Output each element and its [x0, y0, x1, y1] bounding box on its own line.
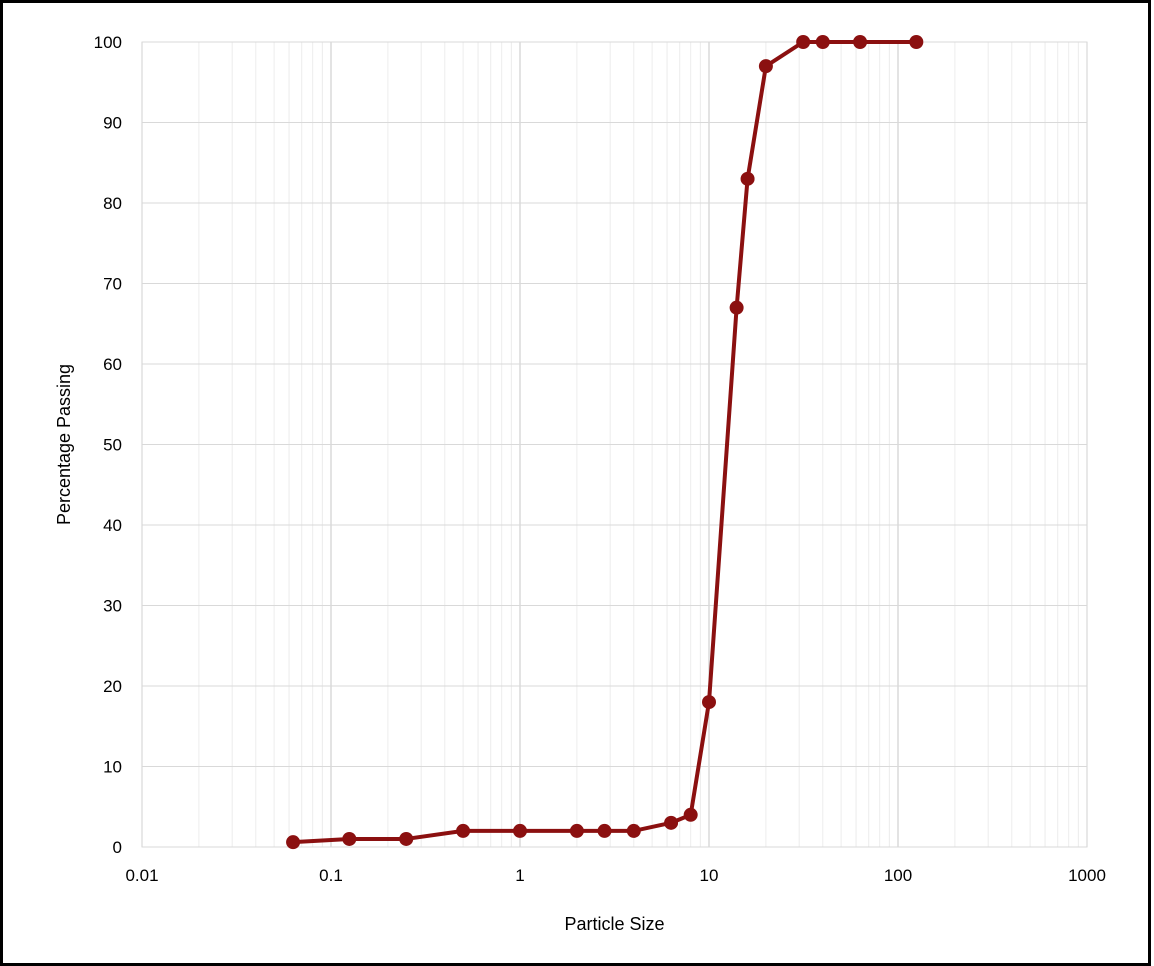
y-tick-label: 10 [103, 758, 122, 777]
y-tick-label: 90 [103, 114, 122, 133]
y-tick-label: 50 [103, 436, 122, 455]
y-tick-label: 70 [103, 275, 122, 294]
y-axis-title: Percentage Passing [54, 364, 74, 525]
x-tick-labels: 0.01 0.1 1 10 100 1000 [125, 866, 1105, 885]
y-tick-labels: 0 10 20 30 40 50 60 70 80 90 100 [94, 33, 122, 857]
plot-area-border [141, 41, 1088, 848]
data-point [286, 835, 301, 850]
data-point [513, 823, 527, 838]
data-point [342, 831, 357, 846]
data-point [456, 823, 471, 838]
series-layer [286, 35, 924, 850]
x-tick-label: 100 [884, 866, 912, 885]
x-tick-label: 0.1 [319, 866, 343, 885]
x-tick-label: 10 [700, 866, 719, 885]
y-tick-label: 100 [94, 33, 122, 52]
data-point [683, 807, 698, 822]
data-point [399, 831, 414, 846]
data-point [740, 171, 755, 186]
data-point [758, 59, 773, 74]
data-point [702, 695, 716, 710]
data-point [664, 815, 679, 830]
x-tick-label: 1000 [1068, 866, 1106, 885]
data-point [796, 35, 811, 49]
x-tick-label: 0.01 [125, 866, 158, 885]
y-tick-label: 60 [103, 355, 122, 374]
data-point [729, 300, 744, 315]
x-axis-title: Particle Size [564, 914, 664, 934]
y-tick-label: 30 [103, 597, 122, 616]
y-tick-label: 40 [103, 516, 122, 535]
y-tick-label: 80 [103, 194, 122, 213]
data-point [597, 823, 612, 838]
data-point [853, 35, 868, 49]
y-tick-label: 20 [103, 677, 122, 696]
data-point [569, 823, 584, 838]
data-point [626, 823, 641, 838]
y-tick-label: 0 [113, 838, 122, 857]
data-point [909, 35, 924, 49]
x-tick-label: 1 [515, 866, 524, 885]
data-point [815, 35, 830, 49]
